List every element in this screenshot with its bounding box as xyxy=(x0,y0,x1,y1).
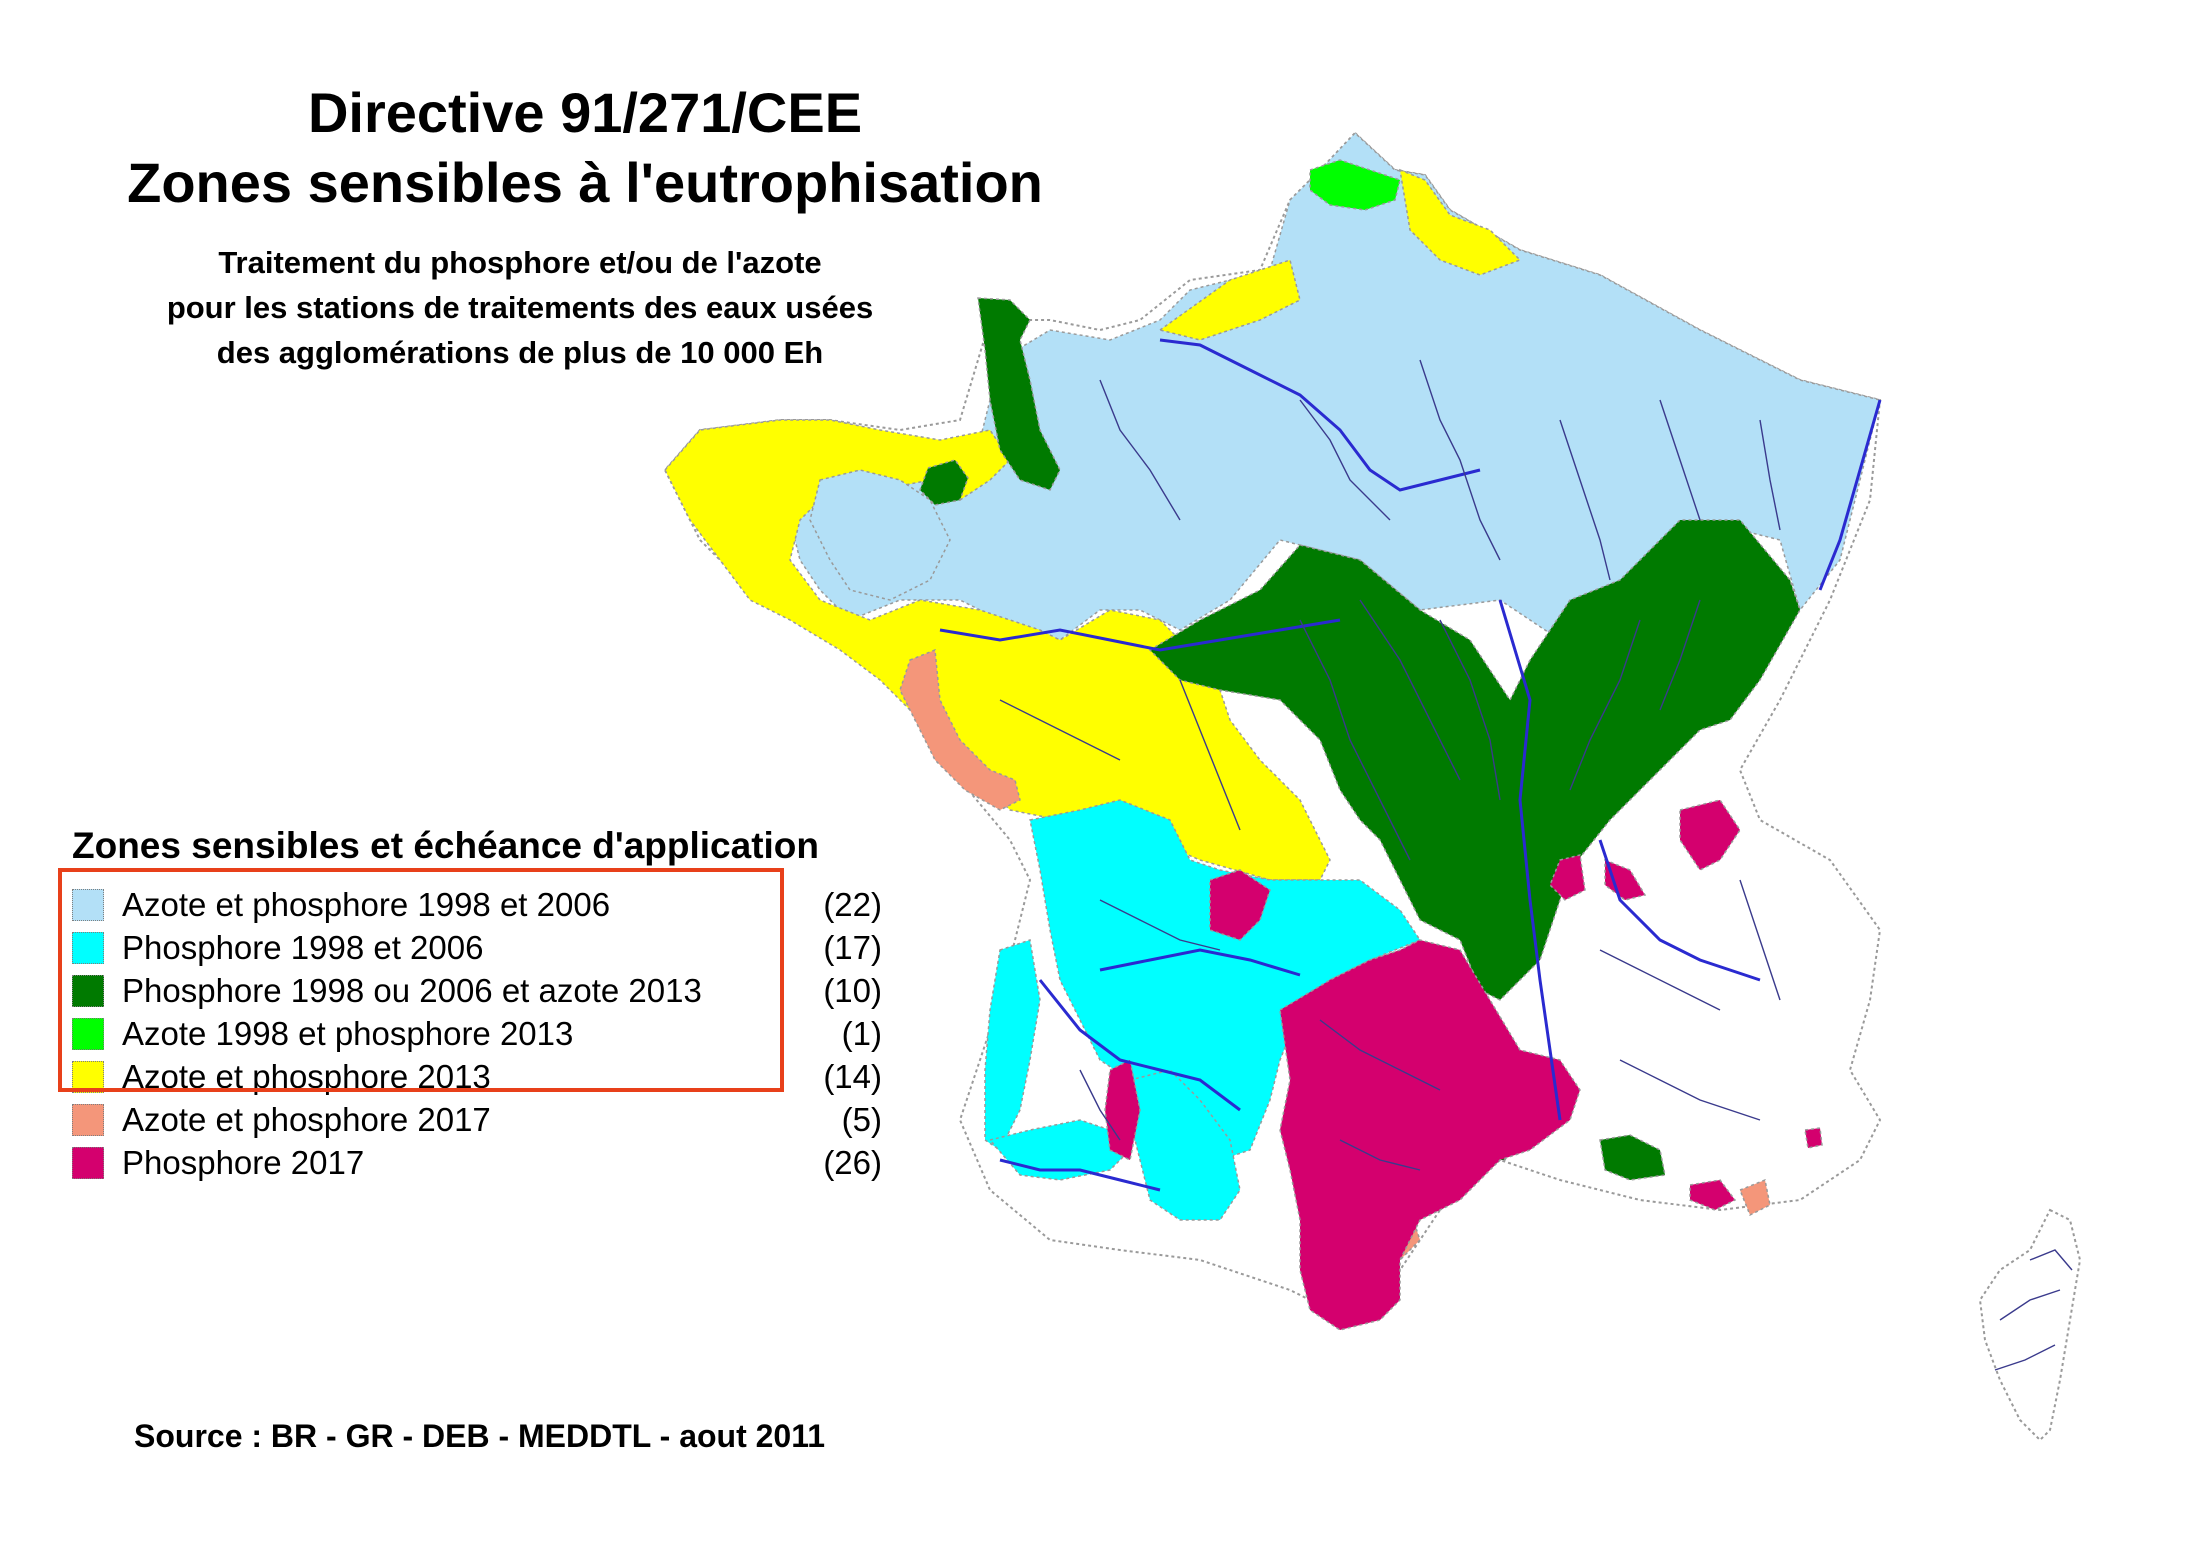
legend-item: Phosphore 1998 ou 2006 et azote 2013 (10… xyxy=(72,971,882,1011)
zone-phosphore-2017 xyxy=(1279,939,1581,1331)
legend-item: Phosphore 1998 et 2006 (17) xyxy=(72,928,882,968)
legend-swatch xyxy=(72,1104,104,1136)
river-loire xyxy=(939,618,1341,652)
zone-magenta-nice xyxy=(1804,1127,1823,1149)
major-rivers xyxy=(939,338,1882,1192)
legend-swatch xyxy=(72,889,104,921)
highlight-box xyxy=(58,868,784,1092)
stream xyxy=(1299,399,1391,521)
map-title-line2: Zones sensibles à l'eutrophisation xyxy=(127,151,1043,214)
legend-swatch xyxy=(72,932,104,964)
map-subtitle-line1: Traitement du phosphore et/ou de l'azote xyxy=(218,245,822,280)
river-saone-rhone xyxy=(1498,599,1562,1121)
zone-magenta-var xyxy=(1689,1179,1737,1211)
legend-count: (26) xyxy=(823,1144,882,1181)
legend-title: Zones sensibles et échéance d'applicatio… xyxy=(72,825,819,866)
stream xyxy=(1659,399,1701,521)
corsica-outline xyxy=(1978,1208,2082,1442)
legend-count: (5) xyxy=(841,1101,882,1138)
stream xyxy=(1079,1069,1121,1141)
stream xyxy=(1339,1139,1421,1171)
zone-yellow-north xyxy=(1399,168,1522,276)
map-subtitle-line2: pour les stations de traitements des eau… xyxy=(166,290,874,325)
legend-count: (17) xyxy=(823,929,882,966)
stream xyxy=(1559,419,1611,581)
legend-label: Phosphore 2017 xyxy=(122,1144,365,1181)
stream xyxy=(999,699,1121,761)
legend-count: (14) xyxy=(823,1058,882,1095)
zone-magenta-alps1 xyxy=(1549,854,1586,901)
stream xyxy=(1659,599,1701,711)
zone-azote-phosphore-2017 xyxy=(899,648,1021,811)
stream xyxy=(1439,619,1501,801)
river-garonne xyxy=(1038,979,1241,1112)
legend-label: Azote 1998 et phosphore 2013 xyxy=(122,1015,574,1052)
legend-label: Azote et phosphore 1998 et 2006 xyxy=(122,886,611,923)
zone-green-small-west xyxy=(919,459,969,506)
zone-magenta-alps2 xyxy=(1604,858,1647,901)
legend-label: Azote et phosphore 2017 xyxy=(122,1101,491,1138)
legend-count: (22) xyxy=(823,886,882,923)
zone-magenta-west xyxy=(1104,1058,1141,1162)
legend-item: Azote et phosphore 2017 (5) xyxy=(72,1100,882,1140)
stream xyxy=(1569,619,1641,791)
legend-swatch xyxy=(72,975,104,1007)
zone-cyan-landes xyxy=(984,939,1041,1152)
stream xyxy=(1299,619,1411,861)
river-adour xyxy=(999,1158,1161,1192)
legend-count: (1) xyxy=(841,1015,882,1052)
zone-magenta-cevennes xyxy=(1209,869,1271,941)
map-title-line1: Directive 91/271/CEE xyxy=(307,81,863,144)
source-note: Source : BR - GR - DEB - MEDDTL - aout 2… xyxy=(134,1418,826,1454)
stream xyxy=(1359,599,1461,781)
zone-lightblue-brittany xyxy=(809,469,951,601)
legend-swatch xyxy=(72,1147,104,1179)
legend-label: Phosphore 1998 ou 2006 et azote 2013 xyxy=(122,972,702,1009)
stream xyxy=(1739,879,1781,1001)
zone-green-provence xyxy=(1599,1134,1666,1181)
zone-salmon-med2 xyxy=(1739,1178,1771,1217)
zone-green-cotentin xyxy=(977,297,1061,491)
stream xyxy=(1319,1019,1441,1091)
legend-item: Azote et phosphore 1998 et 2006 (22) xyxy=(72,885,882,925)
stream xyxy=(1599,949,1721,1011)
zone-yellow-channel xyxy=(1158,259,1301,341)
stream xyxy=(1099,899,1221,951)
stream xyxy=(1179,679,1241,831)
minor-streams xyxy=(999,359,2073,1371)
zone-azote-1998-phosphore-2013 xyxy=(1309,159,1401,211)
zone-cyan-pyrenees xyxy=(1129,1069,1241,1221)
river-dordogne xyxy=(1099,948,1301,977)
zone-magenta-alps3 xyxy=(1679,799,1741,871)
stream xyxy=(1759,419,1781,531)
stream xyxy=(1099,379,1181,521)
map-subtitle-line3: des agglomérations de plus de 10 000 Eh xyxy=(216,335,824,370)
legend-item: Azote 1998 et phosphore 2013 (1) xyxy=(72,1014,882,1054)
river-rhin xyxy=(1818,399,1882,591)
river-seine xyxy=(1159,338,1481,492)
stream xyxy=(2029,1249,2073,1271)
stream xyxy=(1999,1289,2061,1321)
stream xyxy=(1419,359,1501,561)
stream xyxy=(1994,1344,2056,1371)
legend-item: Phosphore 2017 (26) xyxy=(72,1143,882,1183)
stream xyxy=(1619,1059,1761,1121)
legend-label: Phosphore 1998 et 2006 xyxy=(122,929,484,966)
zone-azote-phosphore-1998-2006 xyxy=(789,131,1881,651)
zone-phosphore-azote-2013 xyxy=(1148,519,1801,1001)
legend-swatch xyxy=(72,1061,104,1093)
legend-swatch xyxy=(72,1018,104,1050)
river-alpine xyxy=(1598,839,1761,982)
legend-count: (10) xyxy=(823,972,882,1009)
